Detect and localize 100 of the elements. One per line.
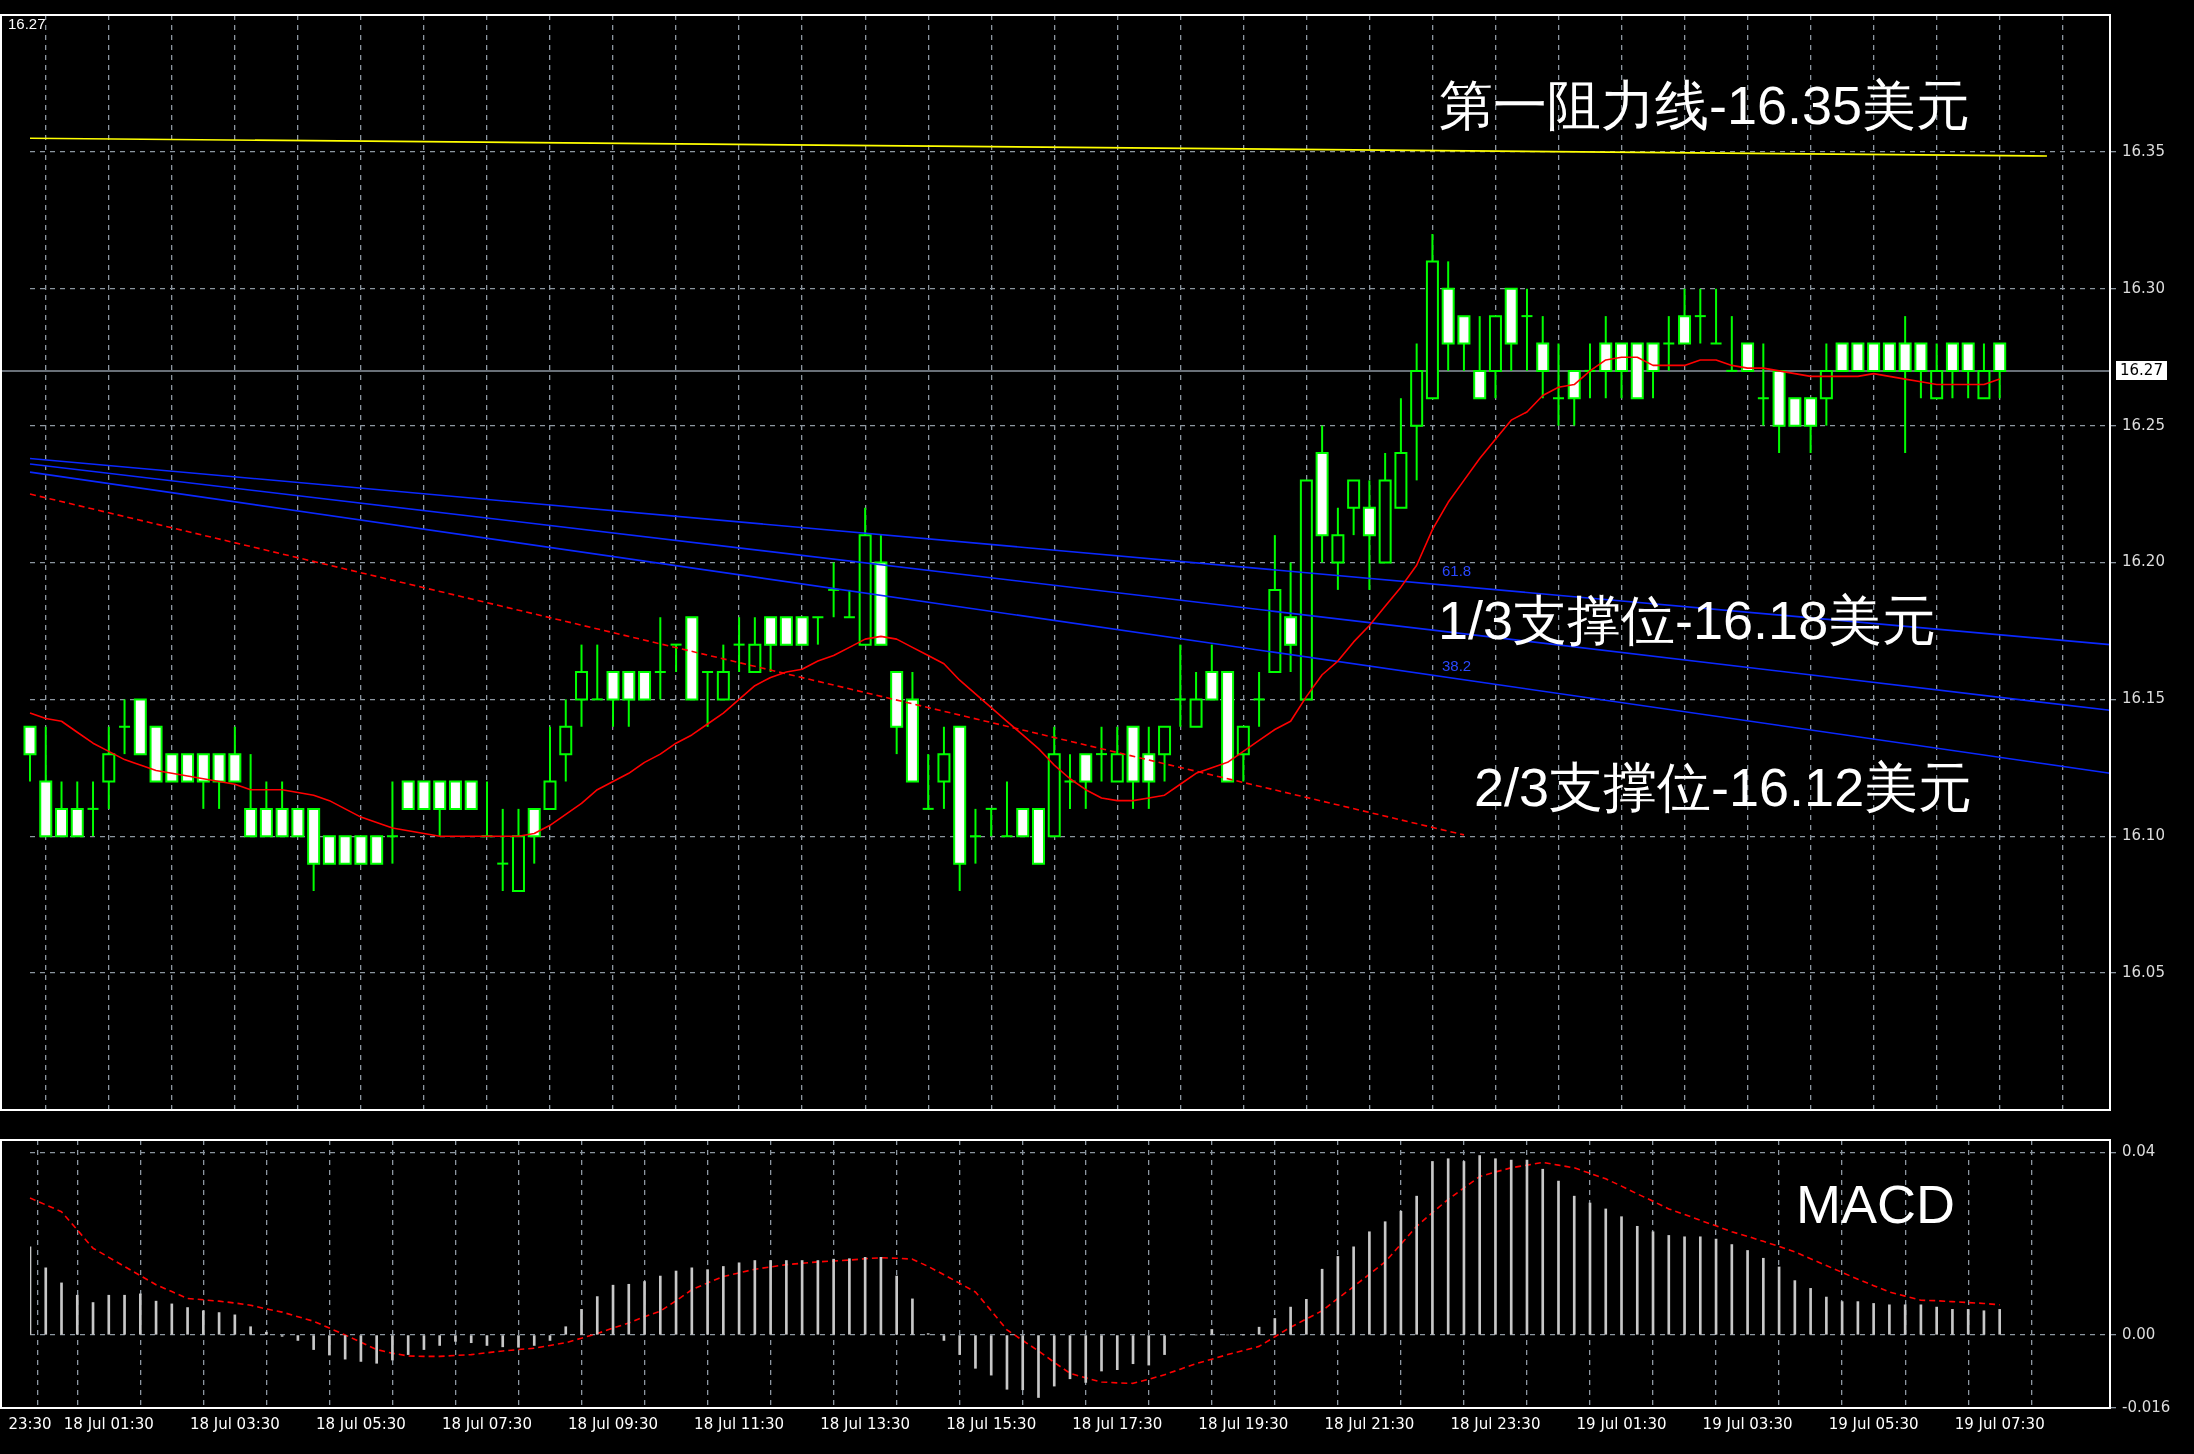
annotation: 第一阻力线-16.35美元 <box>1439 75 1971 135</box>
x-tick-label: 18 Jul 05:30 <box>315 1414 406 1433</box>
bar <box>123 1294 126 1335</box>
y-tick-label: 16.35 <box>2122 141 2165 160</box>
x-tick-label: 18 Jul 01:30 <box>63 1414 154 1433</box>
candlestick <box>1000 780 1014 838</box>
bar <box>848 1258 851 1335</box>
bar <box>60 1282 63 1335</box>
bar <box>769 1260 772 1335</box>
x-tick-label: 18 Jul 13:30 <box>820 1414 911 1433</box>
candlestick <box>842 588 856 619</box>
bar <box>1431 1161 1434 1335</box>
bar <box>1935 1306 1938 1335</box>
annotation: 16.27 <box>8 15 46 32</box>
x-tick-label: 19 Jul 05:30 <box>1828 1414 1919 1433</box>
bar <box>1604 1208 1608 1335</box>
y-tick-label: 16.25 <box>2122 415 2165 434</box>
bar <box>1872 1303 1875 1335</box>
bar <box>1446 1158 1450 1335</box>
x-tick-label: 18 Jul 19:30 <box>1198 1414 1289 1433</box>
x-tick-label: 18 Jul 09:30 <box>568 1414 659 1433</box>
x-tick-label: 18 Jul 17:30 <box>1072 1414 1163 1433</box>
bar <box>391 1335 394 1361</box>
bar <box>1667 1235 1671 1335</box>
bar <box>1966 1309 1970 1335</box>
x-tick-label: 18 Jul 23:30 <box>1450 1414 1541 1433</box>
bar <box>1478 1155 1482 1335</box>
bar <box>580 1309 583 1335</box>
bar <box>438 1335 442 1346</box>
candlestick <box>701 671 715 728</box>
x-tick-label: 18 Jul 03:30 <box>189 1414 280 1433</box>
bar <box>706 1269 709 1335</box>
candlestick <box>1252 671 1266 728</box>
bar <box>186 1307 189 1335</box>
bar <box>1888 1304 1891 1335</box>
bar <box>107 1294 111 1335</box>
bar <box>265 1331 268 1335</box>
bar <box>595 1296 599 1335</box>
annotation: 38.2 <box>1442 657 1472 674</box>
bar <box>1730 1244 1734 1335</box>
bar <box>406 1335 410 1355</box>
candlestick <box>968 807 982 865</box>
candlestick <box>1725 315 1739 372</box>
candlestick <box>1693 287 1707 345</box>
bar <box>895 1275 898 1335</box>
x-tick-label: 18 Jul 15:30 <box>946 1414 1037 1433</box>
bar <box>1541 1168 1545 1335</box>
bar <box>1210 1329 1214 1335</box>
bar <box>375 1335 378 1364</box>
candlestick <box>669 643 683 673</box>
bar <box>454 1335 457 1342</box>
bar <box>1557 1180 1560 1335</box>
bar <box>170 1303 174 1335</box>
bar <box>44 1267 48 1335</box>
bar <box>643 1281 646 1335</box>
bar <box>1635 1225 1639 1335</box>
bar <box>1746 1250 1749 1335</box>
bar <box>517 1335 520 1348</box>
bar <box>989 1335 993 1376</box>
bar <box>1698 1236 1702 1335</box>
bar <box>1084 1335 1088 1383</box>
bar <box>1998 1309 2002 1335</box>
y-tick-label: -0.016 <box>2122 1397 2171 1416</box>
x-tick-label: 18 Jul 11:30 <box>694 1414 785 1433</box>
bar <box>722 1266 725 1335</box>
bar <box>911 1298 914 1335</box>
bar <box>75 1294 79 1335</box>
candlestick <box>811 616 825 646</box>
y-tick-label: 16.10 <box>2122 826 2165 845</box>
candlestick <box>1756 342 1770 427</box>
bar <box>328 1335 331 1356</box>
bar <box>1572 1195 1576 1335</box>
bar <box>564 1326 568 1335</box>
candlestick <box>86 780 100 838</box>
bar <box>974 1335 977 1369</box>
bar <box>1809 1288 1812 1335</box>
candlestick <box>496 807 510 892</box>
bar <box>1762 1257 1765 1335</box>
candlestick <box>1662 315 1676 372</box>
bar <box>1825 1296 1828 1335</box>
annotation: MACD <box>1796 1174 1955 1234</box>
bar <box>1289 1306 1292 1335</box>
candlestick <box>1520 287 1534 372</box>
bar <box>1100 1335 1103 1372</box>
y-tick-label: 0.04 <box>2122 1142 2156 1161</box>
y-tick-label: 16.05 <box>2122 963 2165 982</box>
y-tick-label: 0.00 <box>2122 1324 2156 1343</box>
x-tick-label: 19 Jul 07:30 <box>1954 1414 2045 1433</box>
y-tick-label: 16.15 <box>2122 689 2165 708</box>
bar <box>469 1335 473 1344</box>
candlestick <box>118 698 132 756</box>
bar <box>627 1283 631 1335</box>
x-tick-label: 19 Jul 01:30 <box>1576 1414 1667 1433</box>
candlestick <box>1095 725 1109 783</box>
candlestick <box>921 753 935 810</box>
bar <box>532 1335 536 1346</box>
bar <box>202 1310 205 1335</box>
bar <box>1052 1335 1056 1387</box>
candlestick <box>732 616 746 673</box>
bar <box>1021 1335 1025 1391</box>
